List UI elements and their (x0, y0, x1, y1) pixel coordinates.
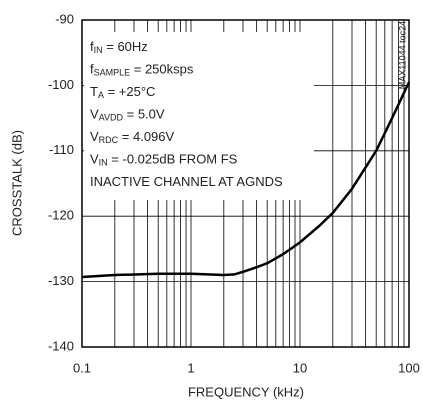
annotation: fIN = 60Hz (90, 39, 148, 55)
y-tick-label: -130 (48, 273, 74, 288)
annotation-text: = +25°C (104, 84, 155, 99)
annotation-text: = -0.025dB FROM FS (108, 152, 238, 167)
plot-frame (81, 19, 410, 348)
side-label: MAX11044 toc24 (397, 21, 407, 89)
annotation-subscript: A (98, 90, 104, 100)
annotation-text: f (90, 39, 94, 54)
annotation-text: V (90, 129, 99, 144)
y-tick-label: -120 (48, 208, 74, 223)
y-axis-label: CROSSTALK (dB) (9, 130, 24, 236)
x-tick-label: 100 (398, 360, 420, 375)
annotation-text: = 250ksps (130, 62, 194, 77)
annotation-subscript: IN (99, 158, 108, 168)
annotation-text: f (90, 62, 94, 77)
annotation-text: T (90, 84, 98, 99)
annotation: fSAMPLE = 250ksps (90, 62, 194, 78)
annotation-text: = 60Hz (103, 39, 148, 54)
annotation-text: = 5.0V (123, 107, 165, 122)
annotation-subscript: RDC (99, 135, 119, 145)
annotation: INACTIVE CHANNEL AT AGNDS (90, 174, 283, 189)
annotation: VRDC = 4.096V (90, 129, 175, 145)
annotation-background (84, 32, 314, 200)
annotation-subscript: AVDD (99, 113, 124, 123)
y-tick-label: -140 (48, 338, 74, 353)
x-tick-label: 10 (293, 360, 307, 375)
y-tick-label: -100 (48, 77, 74, 92)
annotation-text: V (90, 152, 99, 167)
series-line (81, 81, 411, 279)
annotation-subscript: SAMPLE (94, 68, 131, 78)
annotation-text: = 4.096V (118, 129, 174, 144)
annotation: TA = +25°C (90, 84, 155, 100)
x-tick-label: 1 (187, 360, 194, 375)
annotation: VIN = -0.025dB FROM FS (90, 152, 238, 168)
annotation-subscript: IN (94, 45, 103, 55)
y-tick-label: -90 (55, 11, 74, 26)
x-axis-label: FREQUENCY (kHz) (188, 384, 304, 399)
y-tick-label: -110 (49, 142, 74, 157)
annotation-text: INACTIVE CHANNEL AT AGNDS (90, 174, 283, 189)
x-tick-label: 0.1 (73, 360, 91, 375)
annotation: VAVDD = 5.0V (90, 107, 165, 123)
annotation-text: V (90, 107, 99, 122)
